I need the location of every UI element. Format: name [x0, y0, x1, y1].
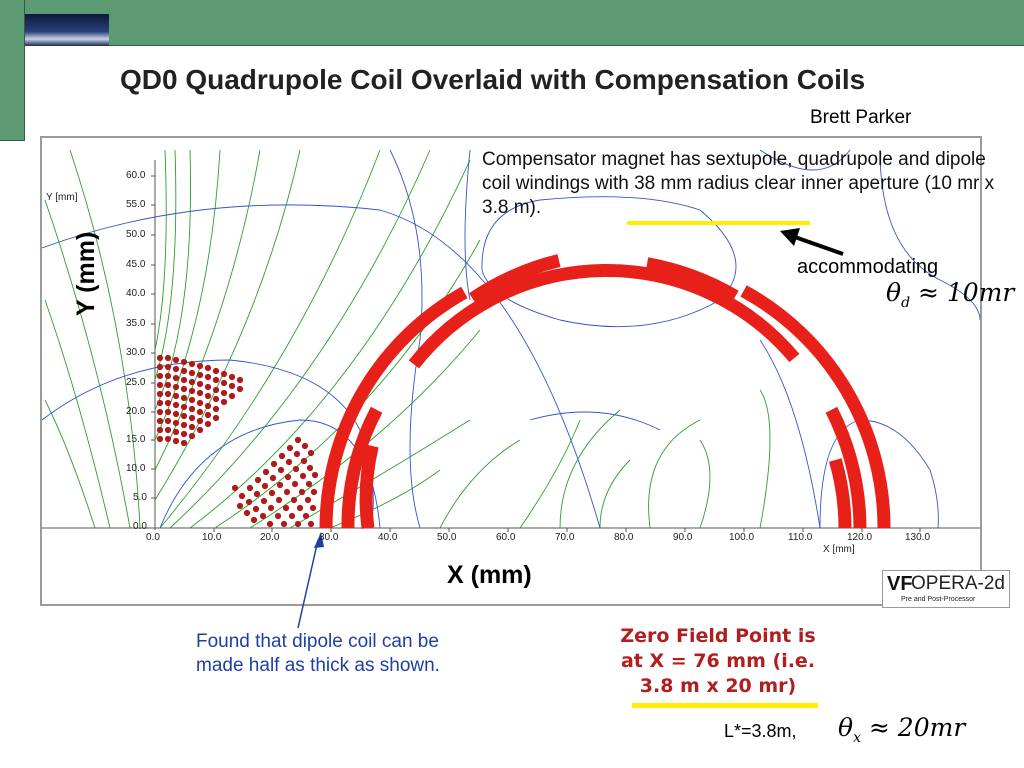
- x-tick-label: 0.0: [146, 532, 160, 543]
- theta-relation: ≈ 10mr: [910, 278, 1015, 307]
- slide-title: QD0 Quadrupole Coil Overlaid with Compen…: [120, 64, 866, 95]
- top-bar: [0, 0, 1024, 46]
- y-tick-label: 35.0: [126, 318, 146, 329]
- y-tick-label: 40.0: [126, 288, 146, 299]
- lstar-label: L*=3.8m,: [724, 721, 797, 741]
- x-tick-label: 90.0: [673, 532, 693, 543]
- theta-symbol: θ: [886, 278, 902, 307]
- x-tick-label: 100.0: [729, 532, 755, 543]
- x-tick-label: 130.0: [905, 532, 931, 543]
- night-sky-thumbnail: [25, 14, 109, 46]
- blue-field-lines: [42, 149, 980, 529]
- qd0-upper-coil-block: [156, 354, 244, 447]
- y-tick-label: 5.0: [133, 492, 147, 503]
- accommodating-arrow-shaft: [791, 234, 844, 256]
- x-tick-label: 70.0: [555, 532, 575, 543]
- opera-subtitle: Pre and Post-Processor: [901, 596, 976, 603]
- x-tick-label: 40.0: [378, 532, 398, 543]
- coil-arc-inner-left-1: [341, 406, 383, 529]
- coil-arc-outer-top-left: [468, 254, 561, 305]
- author-name: Brett Parker: [810, 107, 912, 128]
- y-tick-label: 15.0: [126, 434, 146, 445]
- coil-arc-outer-top-right: [645, 257, 739, 302]
- dipole-arrow-shaft: [297, 539, 319, 629]
- x-unit-label: X [mm]: [823, 544, 855, 555]
- highlight-zero-field: [632, 703, 818, 708]
- coil-arc-inner-left-2: [359, 444, 379, 529]
- dipole-arrow-head: [314, 532, 324, 548]
- zero-field-note: Zero Field Point is at X = 76 mm (i.e. 3…: [620, 625, 816, 697]
- x-tick-label: 50.0: [437, 532, 457, 543]
- axis-ticks: [151, 175, 921, 532]
- left-tab: [0, 0, 25, 141]
- compensation-coils: [319, 254, 891, 529]
- coil-arc-inner-right-1: [825, 406, 867, 529]
- opera-logo-box: VF OPERA-2d Pre and Post-Processor: [882, 570, 1010, 608]
- y-tick-label: 50.0: [126, 229, 146, 240]
- compensator-note: Compensator magnet has sextupole, quadru…: [482, 149, 995, 218]
- vf-logo: VF: [887, 573, 913, 595]
- highlight-aperture: [627, 221, 810, 225]
- accommodating-arrow-head: [780, 228, 800, 246]
- y-tick-label: 10.0: [126, 463, 146, 474]
- y-tick-label: 45.0: [126, 259, 146, 270]
- y-tick-label: 30.0: [126, 347, 146, 358]
- y-tick-label: 60.0: [126, 170, 146, 181]
- x-tick-label: 10.0: [202, 532, 222, 543]
- theta-subscript: x: [853, 730, 861, 746]
- theta-relation: ≈ 20mr: [860, 713, 966, 742]
- y-unit-label: Y [mm]: [46, 192, 78, 203]
- opera-name: OPERA-2d: [911, 573, 1005, 594]
- theta-x-formula: θx ≈ 20mr: [838, 713, 965, 746]
- theta-d-formula: θd ≈ 10mr: [886, 278, 1014, 311]
- x-tick-label: 80.0: [614, 532, 634, 543]
- coil-arc-outer-left: [319, 286, 468, 529]
- accommodating-label: accommodating: [797, 256, 939, 278]
- y-tick-label: 55.0: [126, 199, 146, 210]
- dipole-note: Found that dipole coil can be made half …: [196, 631, 440, 676]
- x-tick-label: 30.0: [319, 532, 339, 543]
- theta-symbol: θ: [838, 713, 854, 742]
- y-axis-title: Y (mm): [72, 231, 100, 316]
- y-tick-label: 20.0: [126, 406, 146, 417]
- y-tick-label: 25.0: [126, 377, 146, 388]
- coil-arc-outer-right: [740, 285, 891, 529]
- x-tick-label: 120.0: [847, 532, 873, 543]
- qd0-lower-coil-block: [231, 436, 319, 528]
- coil-arc-middle: [408, 264, 800, 369]
- coil-arc-inner-right-2: [829, 458, 852, 529]
- theta-subscript: d: [901, 295, 911, 311]
- y-tick-label: 0.0: [133, 521, 147, 532]
- x-tick-label: 110.0: [788, 532, 813, 543]
- x-tick-label: 20.0: [260, 532, 280, 543]
- x-axis-title: X (mm): [447, 561, 532, 589]
- x-tick-label: 60.0: [496, 532, 516, 543]
